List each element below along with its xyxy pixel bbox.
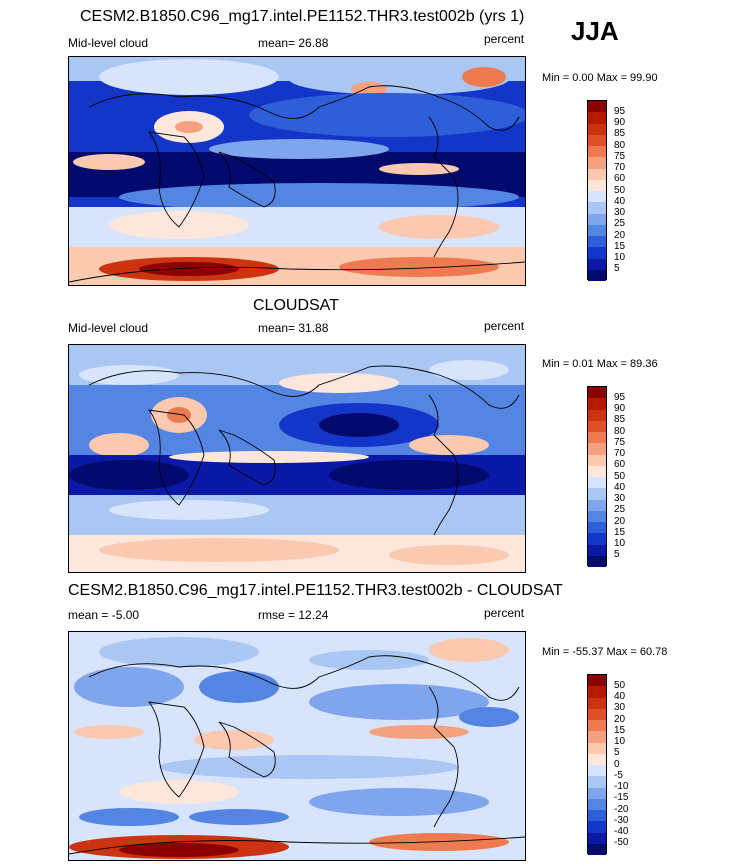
panel-center-label: mean= 31.88 xyxy=(258,321,329,335)
colorbar-tick: 95 xyxy=(614,106,626,117)
colorbar-tick: 25 xyxy=(614,504,626,515)
map-field xyxy=(69,345,525,572)
map-field xyxy=(69,57,525,285)
colorbar-tick: 60 xyxy=(614,173,626,184)
panel-center-label: mean= 26.88 xyxy=(258,36,329,50)
map-test xyxy=(68,56,526,286)
colorbar-tick: 5 xyxy=(614,747,620,758)
colorbar-tick: 85 xyxy=(614,414,626,425)
colorbar-tick: -50 xyxy=(614,837,629,848)
colorbar-tick: 40 xyxy=(614,691,626,702)
colorbar-tick: -5 xyxy=(614,770,623,781)
panel-right-label: percent xyxy=(484,319,525,333)
colorbar-tick: -15 xyxy=(614,792,629,803)
colorbar-tick: 50 xyxy=(614,471,626,482)
colorbar-tick: 10 xyxy=(614,538,626,549)
colorbar-tick: 80 xyxy=(614,426,626,437)
colorbar-tick: 10 xyxy=(614,736,626,747)
colorbar-tick: 15 xyxy=(614,725,626,736)
colorbar-tick: 5 xyxy=(614,549,620,560)
colorbar-tick: -30 xyxy=(614,815,629,826)
colorbar-tick: 15 xyxy=(614,241,626,252)
panel-title: CESM2.B1850.C96_mg17.intel.PE1152.THR3.t… xyxy=(80,8,525,25)
panel-left-label: Mid-level cloud xyxy=(68,36,149,50)
panel-right-label: percent xyxy=(484,606,525,620)
colorbar-tick: 30 xyxy=(614,493,626,504)
colorbar-tick: 40 xyxy=(614,482,626,493)
colorbar-tick: 85 xyxy=(614,128,626,139)
colorbar-tick: 40 xyxy=(614,196,626,207)
panel-left-label: mean = -5.00 xyxy=(68,608,140,622)
map-diff xyxy=(68,631,526,861)
panel-right-label: percent xyxy=(484,32,525,46)
panel-left-label: Mid-level cloud xyxy=(68,321,149,335)
colorbar-tick: -10 xyxy=(614,781,629,792)
colorbar-tick: 5 xyxy=(614,263,620,274)
colorbar-tick: 30 xyxy=(614,702,626,713)
map-obs xyxy=(68,344,526,573)
colorbar-tick: 50 xyxy=(614,680,626,691)
panel-center-label: rmse = 12.24 xyxy=(258,608,329,622)
colorbar-tick: 20 xyxy=(614,516,626,527)
colorbar xyxy=(587,386,607,567)
colorbar-tick: -40 xyxy=(614,826,629,837)
colorbar-tick: 20 xyxy=(614,714,626,725)
colorbar-tick: 0 xyxy=(614,759,620,770)
colorbar-tick: 90 xyxy=(614,117,626,128)
season-label: JJA xyxy=(571,16,619,46)
colorbar-tick: 50 xyxy=(614,185,626,196)
colorbar-tick: 30 xyxy=(614,207,626,218)
colorbar-tick: 80 xyxy=(614,140,626,151)
colorbar-tick: 75 xyxy=(614,151,626,162)
colorbar-tick: 20 xyxy=(614,230,626,241)
map-field xyxy=(69,632,525,860)
panel-title: CLOUDSAT xyxy=(253,297,339,314)
panel-minmax: Min = -55.37 Max = 60.78 xyxy=(542,646,668,658)
colorbar xyxy=(587,100,607,281)
panel-minmax: Min = 0.00 Max = 99.90 xyxy=(542,72,658,84)
colorbar-tick: 90 xyxy=(614,403,626,414)
panel-minmax: Min = 0.01 Max = 89.36 xyxy=(542,358,658,370)
colorbar-tick: 70 xyxy=(614,162,626,173)
colorbar-tick: 60 xyxy=(614,459,626,470)
colorbar-tick: 70 xyxy=(614,448,626,459)
panel-title: CESM2.B1850.C96_mg17.intel.PE1152.THR3.t… xyxy=(68,582,563,599)
colorbar-tick: 25 xyxy=(614,218,626,229)
colorbar-tick: -20 xyxy=(614,804,629,815)
colorbar-tick: 75 xyxy=(614,437,626,448)
colorbar-tick: 15 xyxy=(614,527,626,538)
colorbar xyxy=(587,674,607,855)
colorbar-tick: 10 xyxy=(614,252,626,263)
colorbar-tick: 95 xyxy=(614,392,626,403)
